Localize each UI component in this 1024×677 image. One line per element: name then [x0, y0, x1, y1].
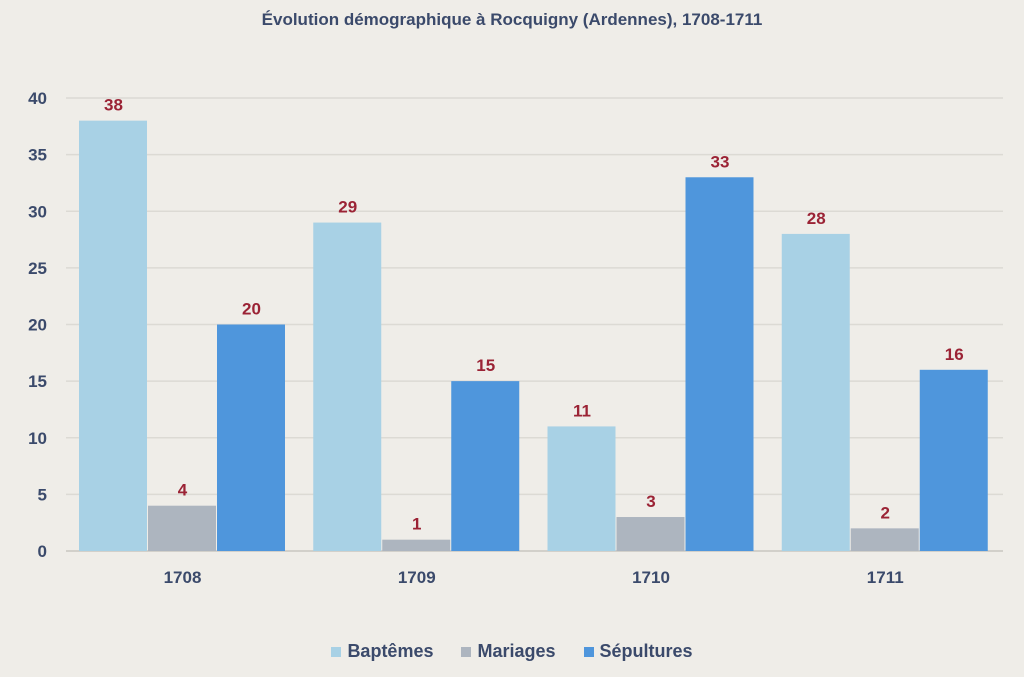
legend-label: Sépultures	[599, 641, 693, 661]
bar-sépultures	[451, 381, 520, 551]
bar-sépultures	[919, 369, 988, 551]
data-label: 29	[338, 198, 357, 217]
y-tick-label: 35	[28, 146, 47, 165]
legend-label: Baptêmes	[347, 641, 434, 661]
data-label: 4	[178, 481, 188, 500]
data-label: 15	[476, 356, 495, 375]
legend-swatch	[583, 646, 594, 657]
chart-title: Évolution démographique à Rocquigny (Ard…	[261, 10, 763, 29]
data-label: 11	[573, 401, 591, 420]
x-tick-label: 1708	[164, 568, 202, 587]
data-label: 3	[646, 492, 655, 511]
legend-item-mariages: Mariages	[461, 641, 556, 662]
legend-swatch	[331, 646, 342, 657]
bar-sépultures	[217, 324, 285, 551]
y-tick-label: 5	[38, 485, 47, 504]
legend-label: Mariages	[477, 641, 556, 661]
x-tick-label: 1709	[398, 568, 436, 587]
y-tick-label: 20	[28, 316, 47, 335]
y-tick-label: 30	[28, 202, 47, 221]
data-label: 20	[242, 300, 261, 319]
bar-sépultures	[685, 177, 754, 551]
y-tick-label: 25	[28, 259, 47, 278]
data-label: 28	[807, 209, 826, 228]
x-tick-label: 1710	[632, 568, 670, 587]
y-tick-label: 15	[28, 372, 47, 391]
legend: Baptêmes Mariages Sépultures	[0, 641, 1024, 662]
bar-mariages	[850, 528, 919, 551]
bar-mariages	[382, 539, 451, 551]
legend-item-sepultures: Sépultures	[583, 641, 693, 662]
legend-item-baptemes: Baptêmes	[331, 641, 433, 662]
data-label: 38	[104, 96, 123, 115]
legend-swatch	[461, 646, 472, 657]
y-tick-label: 0	[38, 542, 47, 561]
data-label: 2	[881, 503, 890, 522]
data-label: 33	[711, 152, 730, 171]
data-label: 16	[945, 345, 964, 364]
bar-mariages	[616, 517, 685, 551]
y-tick-label: 40	[28, 89, 47, 108]
y-tick-label: 10	[28, 429, 47, 448]
bar-baptêmes	[313, 222, 382, 551]
bar-baptêmes	[781, 233, 850, 551]
bar-baptêmes	[547, 426, 616, 551]
data-label: 1	[412, 515, 421, 534]
x-tick-label: 1711	[867, 568, 904, 587]
bar-mariages	[148, 505, 216, 551]
bar-baptêmes	[79, 120, 147, 552]
